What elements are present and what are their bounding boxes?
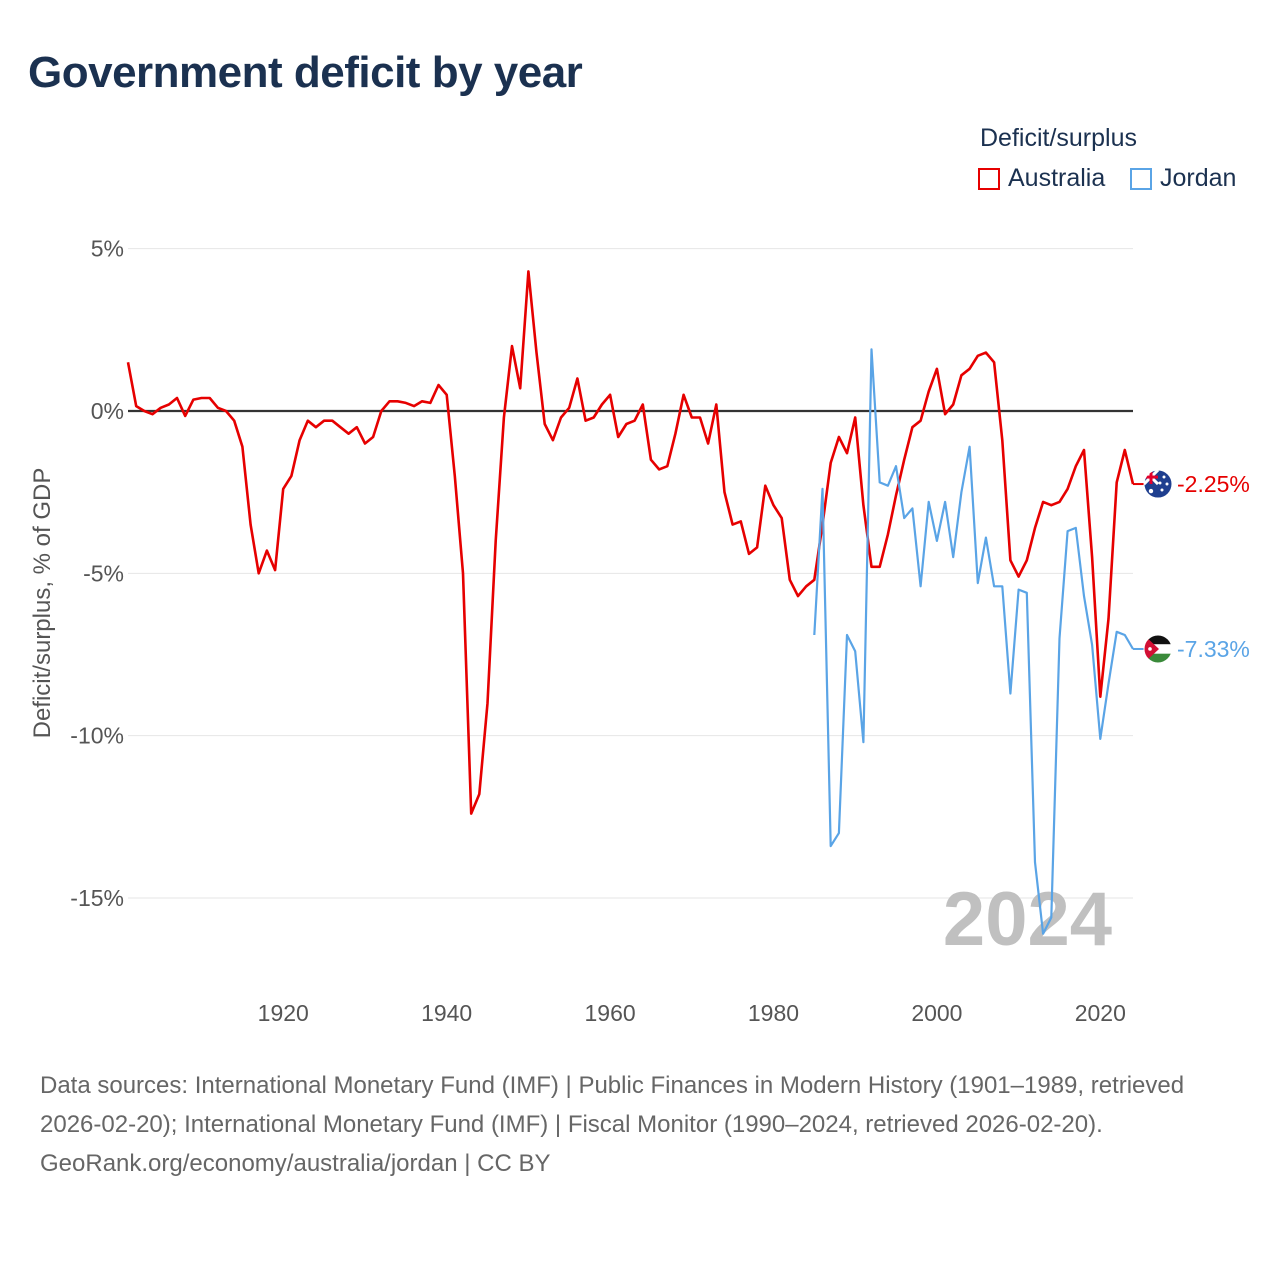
- legend-swatch-australia: [978, 167, 1000, 190]
- series-lines: [126, 270, 1135, 935]
- y-tick-label: 0%: [91, 398, 124, 424]
- line-chart: 5% 0% -5% -10% -15% 1920 1940 1960 1980 2000 2020…: [29, 236, 1250, 1026]
- australia-flag-icon: [1143, 469, 1173, 499]
- y-tick-label: 5%: [91, 236, 124, 262]
- legend-label-australia: Australia: [1008, 164, 1106, 192]
- legend-label-jordan: Jordan: [1160, 164, 1237, 192]
- data-sources: Data sources: International Monetary Fun…: [40, 1072, 1185, 1138]
- footer: Data sources: International Monetary Fun…: [40, 1066, 1240, 1183]
- legend-title: Deficit/surplus: [980, 124, 1137, 152]
- x-tick-label: 2000: [911, 1000, 962, 1026]
- y-tick-label: -10%: [70, 723, 124, 749]
- y-tick-label: -15%: [70, 885, 124, 911]
- x-tick-label: 1960: [584, 1000, 635, 1026]
- end-label-australia: -2.25%: [1177, 471, 1250, 497]
- series-line-jordan: [813, 348, 1134, 935]
- y-axis-ticks: 5% 0% -5% -10% -15%: [70, 236, 124, 911]
- year-watermark: 2024: [943, 877, 1112, 962]
- x-axis-ticks: 1920 1940 1960 1980 2000 2020: [258, 1000, 1126, 1026]
- site-credit[interactable]: GeoRank.org/economy/australia/jordan | C…: [40, 1150, 551, 1177]
- x-tick-label: 1980: [748, 1000, 799, 1026]
- legend-item-australia[interactable]: Australia: [978, 164, 1105, 193]
- x-tick-label: 1940: [421, 1000, 472, 1026]
- end-label-jordan: -7.33%: [1177, 636, 1250, 662]
- gridlines: [128, 248, 1133, 899]
- series-end-markers: -2.25% -7.33%: [1133, 469, 1250, 664]
- y-tick-label: -5%: [83, 560, 124, 586]
- x-tick-label: 1920: [258, 1000, 309, 1026]
- jordan-flag-icon: [1143, 634, 1173, 664]
- series-line-australia: [126, 270, 1135, 815]
- chart-title: Government deficit by year: [28, 48, 583, 97]
- y-axis-label: Deficit/surplus, % of GDP: [29, 468, 56, 739]
- legend-item-jordan[interactable]: Jordan: [1130, 164, 1236, 193]
- x-tick-label: 2020: [1075, 1000, 1126, 1026]
- legend-swatch-jordan: [1130, 167, 1152, 190]
